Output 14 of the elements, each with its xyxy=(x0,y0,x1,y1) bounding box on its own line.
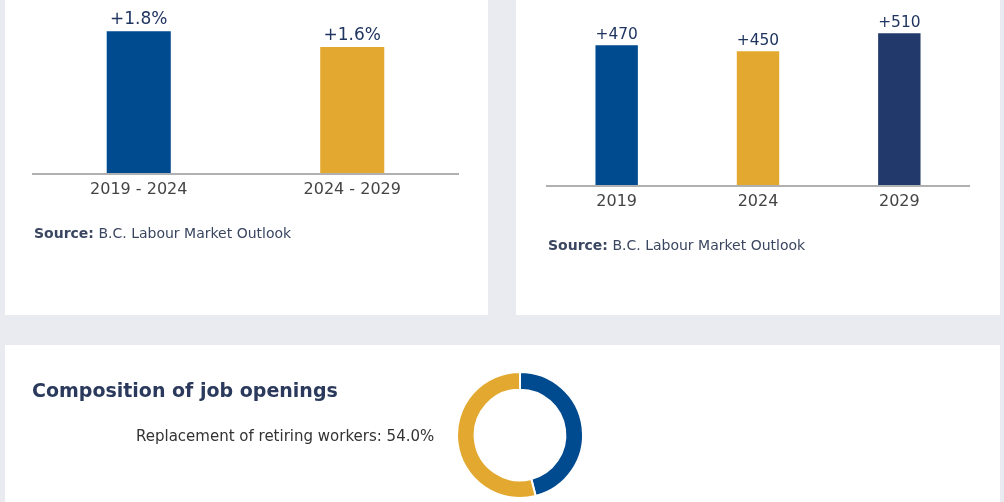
data-label: +1.8% xyxy=(110,8,168,29)
data-label: +510 xyxy=(878,12,921,31)
x-tick-label: 2024 - 2029 xyxy=(303,178,401,198)
data-label: +1.6% xyxy=(323,23,381,44)
x-tick-label: 2029 xyxy=(878,190,920,210)
chart-title: Composition of job openings xyxy=(32,379,338,401)
slice-label: Replacement of retiring workers: 54.0% xyxy=(136,427,435,445)
x-tick-label: 2019 - 2024 xyxy=(90,178,188,198)
source-note: Source: B.C. Labour Market Outlook xyxy=(34,225,293,241)
source-note: Source: B.C. Labour Market Outlook xyxy=(548,237,807,253)
data-label: +470 xyxy=(595,24,638,43)
data-label: +450 xyxy=(736,30,780,49)
x-tick-label: 2019 xyxy=(596,190,638,210)
x-tick-label: 2024 xyxy=(737,190,779,210)
